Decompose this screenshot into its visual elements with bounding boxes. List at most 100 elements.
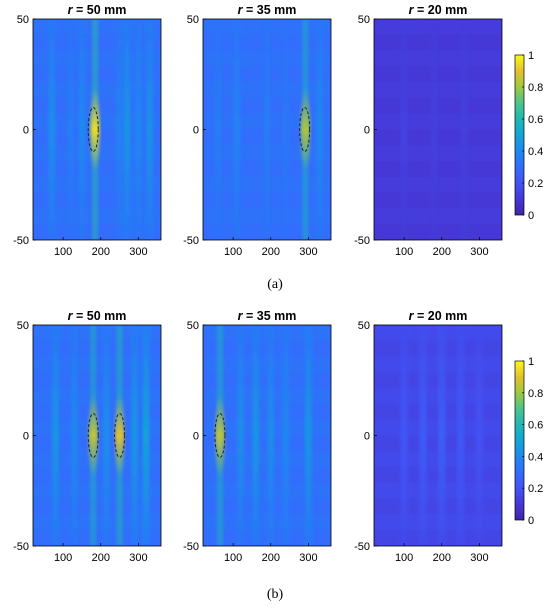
subfigure-caption: (b) xyxy=(267,587,284,602)
target-outline xyxy=(299,107,311,152)
heatmap-texture-band xyxy=(33,514,161,531)
heatmap-texture-band xyxy=(33,325,161,341)
heatmap-texture-band xyxy=(33,356,161,373)
y-tick-label: -50 xyxy=(354,541,370,553)
x-tick-label: 100 xyxy=(224,246,242,258)
y-tick-label: 50 xyxy=(358,14,370,26)
intensity-peak xyxy=(401,325,408,546)
colorbar-tick-label: 0.8 xyxy=(528,388,543,400)
panel-title-value: = 50 mm xyxy=(73,3,127,17)
intensity-peak xyxy=(135,19,142,240)
x-tick-label: 100 xyxy=(54,552,72,564)
y-tick-label: -50 xyxy=(183,235,199,247)
y-tick-label: -50 xyxy=(183,541,199,553)
intensity-peak xyxy=(115,393,125,478)
colorbar-tick-label: 0 xyxy=(528,515,534,527)
colorbar-tick-label: 0.4 xyxy=(528,146,543,158)
x-tick-label: 100 xyxy=(395,552,413,564)
y-tick-label: -50 xyxy=(13,235,29,247)
intensity-peak xyxy=(103,325,110,546)
intensity-peak xyxy=(146,19,153,240)
y-tick-label: 0 xyxy=(193,125,199,137)
x-tick-label: 200 xyxy=(92,552,110,564)
panel-title-variable: r xyxy=(68,3,74,17)
panel-title: r = 50 mm xyxy=(68,3,127,17)
subfigure-caption: (a) xyxy=(267,277,283,292)
panel-title-value: = 50 mm xyxy=(73,309,127,323)
panel-title-value: = 20 mm xyxy=(414,309,468,323)
intensity-peak xyxy=(305,325,312,546)
intensity-peak xyxy=(90,87,100,172)
panel-title: r = 20 mm xyxy=(409,3,468,17)
colorbar-tick-label: 0.6 xyxy=(528,420,543,432)
intensity-peak xyxy=(282,19,289,240)
intensity-peak xyxy=(264,19,270,240)
intensity-peak xyxy=(461,19,468,240)
heatmap-texture-band xyxy=(33,482,161,499)
heatmap-image xyxy=(203,19,331,240)
x-tick-label: 200 xyxy=(262,246,280,258)
colorbar-tick-label: 0.6 xyxy=(528,114,543,126)
panel-title: r = 35 mm xyxy=(238,3,297,17)
panel-title-value: = 35 mm xyxy=(243,3,297,17)
heatmap-texture-band xyxy=(33,451,161,468)
y-tick-label: 0 xyxy=(364,431,370,443)
x-tick-label: 300 xyxy=(299,246,317,258)
intensity-peak xyxy=(71,325,78,546)
intensity-peak xyxy=(252,325,259,546)
heatmap-panel: r = 20 mm 100 200 300 -50 0 50 xyxy=(354,3,503,258)
intensity-peak xyxy=(401,19,408,240)
colorbar-tick-label: 0 xyxy=(528,210,534,222)
intensity-peak xyxy=(124,19,131,240)
intensity-peak xyxy=(142,325,149,546)
y-tick-label: 50 xyxy=(187,320,199,332)
heatmap-panel: r = 50 mm 100 200 300 -50 0 50 xyxy=(13,3,162,258)
x-tick-label: 100 xyxy=(395,246,413,258)
intensity-peak xyxy=(48,19,55,240)
intensity-peak xyxy=(267,325,274,546)
x-tick-label: 200 xyxy=(433,246,451,258)
intensity-peak xyxy=(431,19,438,240)
panel-title-value: = 35 mm xyxy=(243,309,297,323)
intensity-peak xyxy=(300,87,310,172)
heatmap-texture-band xyxy=(33,388,161,404)
intensity-peak xyxy=(233,19,240,240)
y-tick-label: -50 xyxy=(354,235,370,247)
colorbar-tick-label: 0.4 xyxy=(528,451,543,463)
colorbar-tick-label: 0.2 xyxy=(528,483,543,495)
colorbar: 0 0.2 0.4 0.6 0.8 1 xyxy=(514,50,543,222)
heatmap-panel: r = 20 mm 100 200 300 -50 0 50 xyxy=(354,309,503,564)
panel-title-value: = 20 mm xyxy=(414,3,468,17)
panel-title-variable: r xyxy=(238,3,244,17)
intensity-peak xyxy=(215,393,225,478)
intensity-peak xyxy=(438,325,445,546)
y-tick-label: 0 xyxy=(23,125,29,137)
intensity-peak xyxy=(419,325,426,546)
heatmap-image xyxy=(33,19,161,240)
heatmap-panel: r = 35 mm 100 200 300 -50 0 50 xyxy=(183,309,332,564)
y-tick-label: 0 xyxy=(23,431,29,443)
colorbar-gradient xyxy=(514,360,525,521)
x-tick-label: 200 xyxy=(433,552,451,564)
x-tick-label: 300 xyxy=(470,246,488,258)
intensity-peak xyxy=(88,393,98,478)
intensity-peak xyxy=(116,19,123,240)
y-tick-label: 0 xyxy=(193,431,199,443)
x-tick-label: 300 xyxy=(129,552,147,564)
x-tick-label: 300 xyxy=(299,552,317,564)
colorbar: 0 0.2 0.4 0.6 0.8 1 xyxy=(514,356,543,527)
intensity-peak xyxy=(316,19,323,240)
intensity-peak xyxy=(67,19,74,240)
y-tick-label: 50 xyxy=(358,320,370,332)
colorbar-tick-label: 1 xyxy=(528,50,534,62)
x-tick-label: 300 xyxy=(470,552,488,564)
heatmap-panel: r = 50 mm 100 200 300 -50 0 50 xyxy=(13,309,162,564)
y-tick-label: -50 xyxy=(13,541,29,553)
heatmap-panel: r = 35 mm 100 200 300 -50 0 50 xyxy=(183,3,332,258)
panel-title-variable: r xyxy=(238,309,244,323)
x-tick-label: 200 xyxy=(92,246,110,258)
colorbar-tick-label: 0.2 xyxy=(528,178,543,190)
